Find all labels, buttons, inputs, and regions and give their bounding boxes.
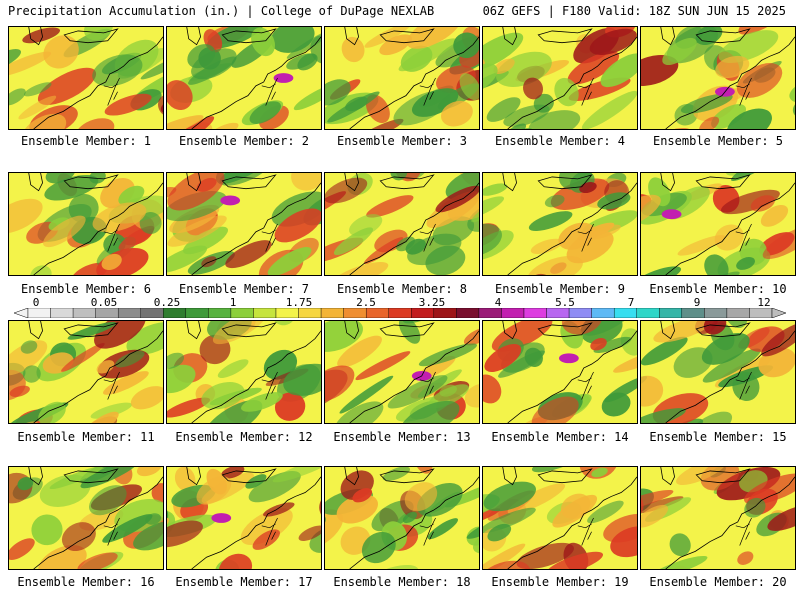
- ensemble-member-label: Ensemble Member: 7: [178, 282, 310, 296]
- ensemble-member-label: Ensemble Member: 4: [494, 134, 626, 148]
- ensemble-member-label: Ensemble Member: 13: [333, 430, 471, 444]
- model-run-info: 06Z GEFS | F180 Valid: 18Z SUN JUN 15 20…: [482, 4, 786, 18]
- ensemble-member-label: Ensemble Member: 9: [494, 282, 626, 296]
- ensemble-member-label: Ensemble Member: 16: [17, 575, 155, 589]
- colorbar-tick-label: 2.5: [356, 296, 376, 309]
- ensemble-member-label: Ensemble Member: 20: [649, 575, 787, 589]
- colorbar-tick-label: 3.25: [418, 296, 446, 309]
- ensemble-member-label: Ensemble Member: 3: [336, 134, 468, 148]
- colorbar-segment: [27, 308, 51, 318]
- colorbar-segment: [230, 308, 254, 318]
- colorbar-segment: [343, 308, 367, 318]
- colorbar-tick-label: 12: [757, 296, 771, 309]
- colorbar-segment: [163, 308, 187, 318]
- colorbar-segment: [275, 308, 299, 318]
- ensemble-member-map: [640, 466, 796, 570]
- ensemble-member-label: Ensemble Member: 1: [20, 134, 152, 148]
- map-title: Precipitation Accumulation (in.) | Colle…: [8, 4, 435, 18]
- ensemble-member-map: [482, 172, 638, 276]
- colorbar-segment: [456, 308, 480, 318]
- ensemble-member-map: [8, 26, 164, 130]
- ensemble-member-map: [166, 466, 322, 570]
- colorbar-segment: [726, 308, 750, 318]
- colorbar-segment: [478, 308, 502, 318]
- ensemble-member-label: Ensemble Member: 10: [649, 282, 787, 296]
- colorbar-segment: [50, 308, 74, 318]
- colorbar-tick-label: 0.05: [90, 296, 118, 309]
- ensemble-member-label: Ensemble Member: 8: [336, 282, 468, 296]
- colorbar-min-arrow: [14, 308, 29, 318]
- ensemble-member-map: [166, 172, 322, 276]
- colorbar-segment: [140, 308, 164, 318]
- colorbar-segment: [208, 308, 232, 318]
- colorbar-segment: [681, 308, 705, 318]
- ensemble-member-map: [324, 26, 480, 130]
- ensemble-member-map: [8, 172, 164, 276]
- colorbar-segment: [636, 308, 660, 318]
- colorbar-segment: [501, 308, 525, 318]
- ensemble-member-label: Ensemble Member: 11: [17, 430, 155, 444]
- ensemble-member-label: Ensemble Member: 5: [652, 134, 784, 148]
- colorbar-segment: [546, 308, 570, 318]
- colorbar-segment: [185, 308, 209, 318]
- ensemble-member-label: Ensemble Member: 18: [333, 575, 471, 589]
- colorbar-max-arrow: [771, 308, 786, 318]
- colorbar-segment: [117, 308, 141, 318]
- ensemble-member-map: [640, 320, 796, 424]
- ensemble-member-map: [482, 26, 638, 130]
- ensemble-member-map: [8, 320, 164, 424]
- colorbar-tick-label: 7: [627, 296, 635, 309]
- ensemble-member-map: [166, 26, 322, 130]
- colorbar-segment: [298, 308, 322, 318]
- colorbar-segment: [591, 308, 615, 318]
- colorbar-tick-label: 1.75: [285, 296, 313, 309]
- colorbar-segment: [72, 308, 96, 318]
- colorbar-tick-label: 9: [693, 296, 701, 309]
- ensemble-member-label: Ensemble Member: 6: [20, 282, 152, 296]
- colorbar-tick-label: 0: [32, 296, 40, 309]
- ensemble-member-map: [324, 172, 480, 276]
- colorbar-segment: [253, 308, 277, 318]
- colorbar-tick-label: 1: [229, 296, 237, 309]
- colorbar-segment: [320, 308, 344, 318]
- colorbar-segment: [365, 308, 389, 318]
- colorbar-segment: [411, 308, 435, 318]
- colorbar-segment: [568, 308, 592, 318]
- colorbar-segment: [433, 308, 457, 318]
- ensemble-member-map: [324, 466, 480, 570]
- colorbar-segment: [523, 308, 547, 318]
- colorbar-tick-label: 0.25: [153, 296, 181, 309]
- ensemble-member-label: Ensemble Member: 17: [175, 575, 313, 589]
- ensemble-member-map: [482, 466, 638, 570]
- colorbar-segment: [388, 308, 412, 318]
- colorbar-tick-label: 4: [494, 296, 502, 309]
- colorbar-segment: [704, 308, 728, 318]
- colorbar-segment: [659, 308, 683, 318]
- ensemble-member-label: Ensemble Member: 19: [491, 575, 629, 589]
- precipitation-colorbar: [14, 308, 786, 318]
- colorbar-segment: [613, 308, 637, 318]
- colorbar-segment: [749, 308, 773, 318]
- colorbar-tick-label: 5.5: [555, 296, 575, 309]
- ensemble-member-label: Ensemble Member: 2: [178, 134, 310, 148]
- ensemble-member-map: [166, 320, 322, 424]
- colorbar-segment: [95, 308, 119, 318]
- ensemble-member-map: [482, 320, 638, 424]
- ensemble-member-label: Ensemble Member: 14: [491, 430, 629, 444]
- ensemble-member-label: Ensemble Member: 15: [649, 430, 787, 444]
- ensemble-member-map: [640, 172, 796, 276]
- ensemble-member-label: Ensemble Member: 12: [175, 430, 313, 444]
- ensemble-member-map: [324, 320, 480, 424]
- ensemble-member-map: [640, 26, 796, 130]
- ensemble-member-map: [8, 466, 164, 570]
